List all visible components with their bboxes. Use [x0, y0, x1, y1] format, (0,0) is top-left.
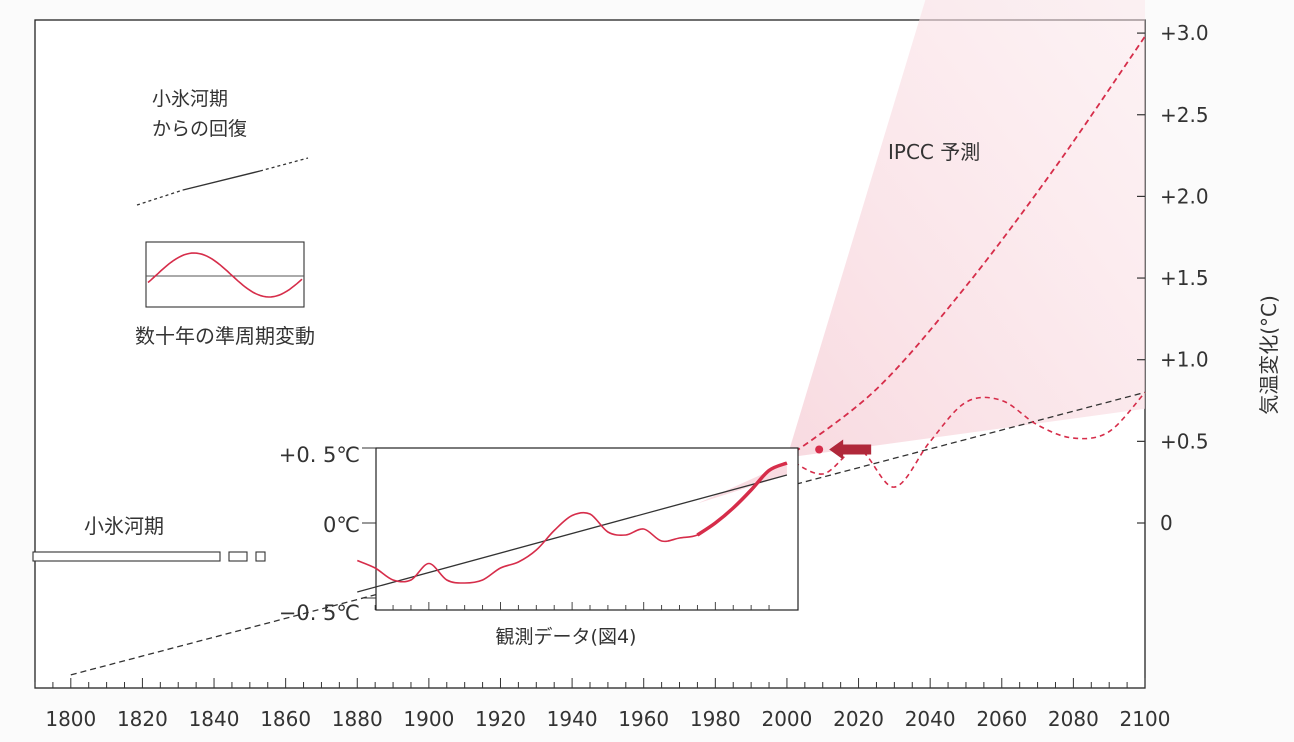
y-axis-title: 気温変化(°C) — [1257, 295, 1281, 415]
x-tick-label: 2000 — [761, 707, 812, 731]
x-axis: 1800 1820 1840 1860 1880 1900 1920 1940 1960 1980… — [34, 678, 1171, 731]
x-tick-label: 1980 — [690, 707, 741, 731]
y-tick-label: +1.5 — [1160, 266, 1209, 290]
oscillation-schematic-frame — [145, 241, 305, 308]
little-ice-age-bar-medium — [228, 551, 248, 562]
x-tick-label: 1900 — [403, 707, 454, 731]
y-axis: +3.0 +2.5 +2.0 +1.5 +1.0 +0.5 0 — [1137, 21, 1209, 535]
inset-label-bottom: −0. 5℃ — [279, 601, 360, 625]
x-tick-label: 1960 — [618, 707, 669, 731]
little-ice-age-label: 小氷河期 — [84, 514, 164, 538]
recovery-label-line1: 小氷河期 — [152, 88, 228, 110]
y-tick-label: +2.5 — [1160, 103, 1209, 127]
x-tick-label: 2020 — [833, 707, 884, 731]
oscillation-schematic-curve — [147, 252, 303, 298]
inset-label-mid: 0℃ — [323, 513, 360, 537]
observed-data-recent — [696, 461, 788, 537]
recovery-schematic-solid — [182, 170, 261, 191]
observed-trend-line — [357, 474, 788, 593]
x-tick-label: 1820 — [117, 707, 168, 731]
inset-label-top: +0. 5℃ — [279, 443, 360, 467]
x-tick-label: 1840 — [189, 707, 240, 731]
y-tick-label: +3.0 — [1160, 21, 1209, 45]
observed-data-label: 観測データ(図4) — [496, 626, 637, 648]
arrow-icon — [829, 439, 872, 460]
recovery-schematic-dash-right — [259, 157, 309, 172]
ipcc-label: IPCC 予測 — [888, 140, 980, 164]
x-tick-label: 1920 — [475, 707, 526, 731]
recovery-label-line2: からの回復 — [152, 118, 247, 140]
inset-axis — [362, 447, 770, 610]
x-tick-label: 1880 — [332, 707, 383, 731]
oscillation-label: 数十年の準周期変動 — [135, 324, 315, 348]
recovery-schematic-dash-left — [136, 189, 184, 206]
y-tick-label: +0.5 — [1160, 429, 1209, 453]
x-tick-label: 2080 — [1048, 707, 1099, 731]
ipcc-projection-line — [786, 35, 1146, 459]
x-tick-label: 2100 — [1120, 707, 1171, 731]
x-tick-label: 1860 — [260, 707, 311, 731]
y-tick-label: +1.0 — [1160, 348, 1209, 372]
x-tick-label: 2040 — [905, 707, 956, 731]
highlight-point — [815, 445, 824, 454]
x-tick-label: 1940 — [547, 707, 598, 731]
little-ice-age-bar-short — [255, 551, 266, 562]
x-tick-label: 2060 — [976, 707, 1027, 731]
y-tick-label: 0 — [1160, 511, 1173, 535]
little-ice-age-bar-long — [32, 551, 221, 562]
ipcc-band — [786, 0, 1145, 458]
y-tick-label: +2.0 — [1160, 184, 1209, 208]
x-tick-label: 1800 — [45, 707, 96, 731]
